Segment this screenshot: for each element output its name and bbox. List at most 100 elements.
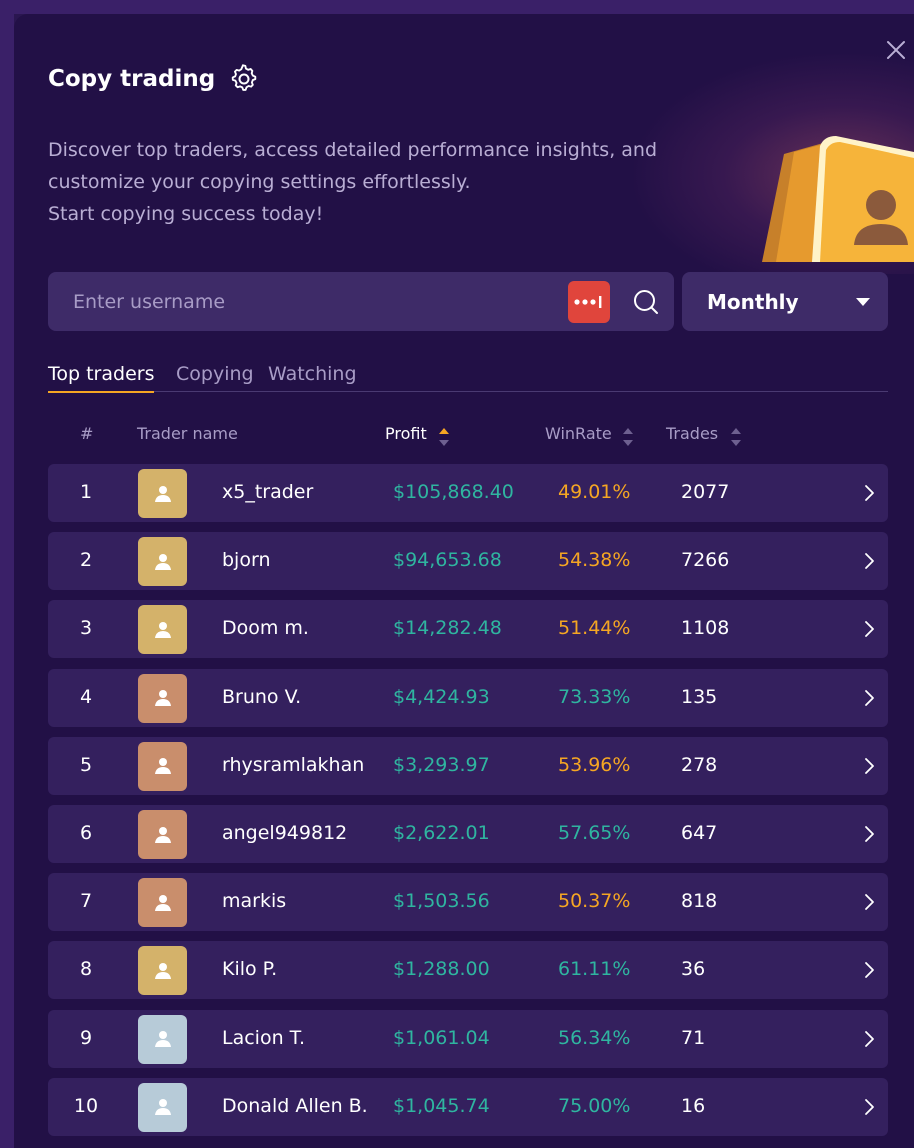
column-header-trader-name: Trader name (137, 424, 238, 443)
trader-name: angel949812 (222, 822, 348, 844)
trader-trades: 16 (681, 1094, 706, 1117)
trader-trades: 2077 (681, 481, 730, 503)
close-icon[interactable] (882, 36, 910, 64)
trader-profit: $1,503.56 (393, 890, 490, 913)
chevron-right-icon[interactable] (862, 688, 876, 708)
sort-icon-trades[interactable] (730, 426, 742, 448)
avatar (138, 810, 187, 859)
tab-top-traders[interactable]: Top traders (48, 358, 155, 393)
trader-trades: 278 (681, 753, 718, 776)
user-icon (154, 1031, 171, 1048)
description-line-1: Discover top traders, access detailed pe… (48, 139, 658, 161)
chevron-right-icon[interactable] (862, 619, 876, 639)
trader-trades: 71 (681, 1026, 706, 1049)
background-strip-left (0, 0, 14, 1148)
chevron-right-icon[interactable] (862, 824, 876, 844)
row-rank: 9 (79, 1026, 93, 1049)
copy-trading-panel: Copy trading Discover top traders, acces… (14, 14, 914, 1148)
description-line-2: customize your copying settings effortle… (48, 171, 471, 193)
column-header-winrate[interactable]: WinRate (545, 424, 612, 443)
table-row[interactable]: 1 x5_trader $105,868.40 49.01% 2077 (48, 464, 888, 522)
row-rank: 3 (79, 617, 93, 640)
row-rank: 6 (79, 822, 93, 844)
table-row[interactable]: 4 Bruno V. $4,424.93 73.33% 135 (48, 668, 888, 727)
trader-trades: 1108 (681, 617, 730, 640)
title-row: Copy trading (48, 62, 259, 96)
chevron-right-icon[interactable] (862, 1029, 876, 1049)
trader-profit: $4,424.93 (393, 685, 490, 708)
password-dots-icon (574, 295, 602, 308)
row-rank: 8 (79, 958, 93, 981)
trader-profit: $2,622.01 (393, 822, 490, 844)
row-rank: 7 (79, 890, 93, 913)
trader-name: Kilo P. (222, 958, 278, 981)
table-row[interactable]: 9 Lacion T. $1,061.04 56.34% 71 (48, 1009, 888, 1068)
trader-winrate: 49.01% (558, 481, 631, 503)
search-input[interactable] (48, 272, 568, 331)
trader-name: markis (222, 890, 287, 913)
chevron-right-icon[interactable] (862, 1097, 876, 1117)
search-box (48, 272, 674, 331)
chevron-right-icon[interactable] (862, 551, 876, 571)
trader-trades: 818 (681, 890, 718, 913)
tab-watching[interactable]: Watching (268, 363, 357, 385)
row-rank: 4 (79, 685, 93, 708)
trader-cards-illustration (762, 136, 914, 262)
sort-icon-winrate[interactable] (622, 426, 634, 448)
row-rank: 10 (73, 1094, 99, 1117)
tab-copying[interactable]: Copying (176, 363, 254, 385)
user-icon (154, 962, 171, 979)
row-rank: 5 (79, 753, 93, 776)
user-icon (154, 826, 171, 843)
trader-name: rhysramlakhan (222, 753, 365, 776)
trader-profit: $94,653.68 (393, 549, 502, 572)
trader-winrate: 54.38% (558, 549, 631, 572)
trader-profit: $1,061.04 (393, 1026, 490, 1049)
table-row[interactable]: 6 angel949812 $2,622.01 57.65% 647 (48, 805, 888, 863)
chevron-right-icon[interactable] (862, 960, 876, 980)
chevron-right-icon[interactable] (862, 892, 876, 912)
table-row[interactable]: 8 Kilo P. $1,288.00 61.11% 36 (48, 941, 888, 1000)
trader-name: Lacion T. (222, 1026, 306, 1049)
sort-icon-profit[interactable] (438, 426, 450, 448)
description: Discover top traders, access detailed pe… (48, 134, 708, 230)
trader-winrate: 53.96% (558, 753, 631, 776)
gear-icon[interactable] (229, 64, 259, 94)
avatar (138, 469, 187, 518)
table-row[interactable]: 5 rhysramlakhan $3,293.97 53.96% 278 (48, 736, 888, 795)
trader-winrate: 50.37% (558, 890, 631, 913)
table-row[interactable]: 7 markis $1,503.56 50.37% 818 (48, 873, 888, 932)
avatar (138, 741, 187, 791)
avatar (138, 1014, 187, 1064)
trader-winrate: 56.34% (558, 1026, 631, 1049)
avatar (138, 673, 187, 723)
trader-profit: $105,868.40 (393, 481, 514, 503)
chevron-right-icon[interactable] (862, 483, 876, 503)
column-header-trades[interactable]: Trades (666, 424, 719, 443)
row-rank: 1 (79, 481, 93, 503)
avatar (138, 537, 187, 587)
table-row[interactable]: 10 Donald Allen B. $1,045.74 75.00% 16 (48, 1077, 888, 1136)
trader-name: bjorn (222, 549, 271, 572)
trader-profit: $1,288.00 (393, 958, 490, 981)
trader-winrate: 61.11% (558, 958, 631, 981)
table-row[interactable]: 2 bjorn $94,653.68 54.38% 7266 (48, 532, 888, 591)
trader-winrate: 51.44% (558, 617, 631, 640)
trader-trades: 7266 (681, 549, 730, 572)
trader-profit: $14,282.48 (393, 617, 502, 640)
trader-trades: 36 (681, 958, 706, 981)
search-icon[interactable] (632, 288, 660, 316)
description-line-3: Start copying success today! (48, 203, 324, 225)
password-manager-icon[interactable] (568, 280, 610, 323)
chevron-right-icon[interactable] (862, 756, 876, 776)
period-dropdown[interactable]: Monthly (682, 272, 888, 331)
user-icon (154, 894, 171, 911)
trader-name: Donald Allen B. (222, 1094, 368, 1117)
avatar (138, 605, 187, 655)
column-header-profit[interactable]: Profit (385, 424, 427, 443)
trader-winrate: 73.33% (558, 685, 631, 708)
trader-trades: 647 (681, 822, 718, 844)
table-row[interactable]: 3 Doom m. $14,282.48 51.44% 1108 (48, 600, 888, 659)
table-header: # Trader name Profit WinRate Trades (48, 420, 888, 450)
row-rank: 2 (79, 549, 93, 572)
